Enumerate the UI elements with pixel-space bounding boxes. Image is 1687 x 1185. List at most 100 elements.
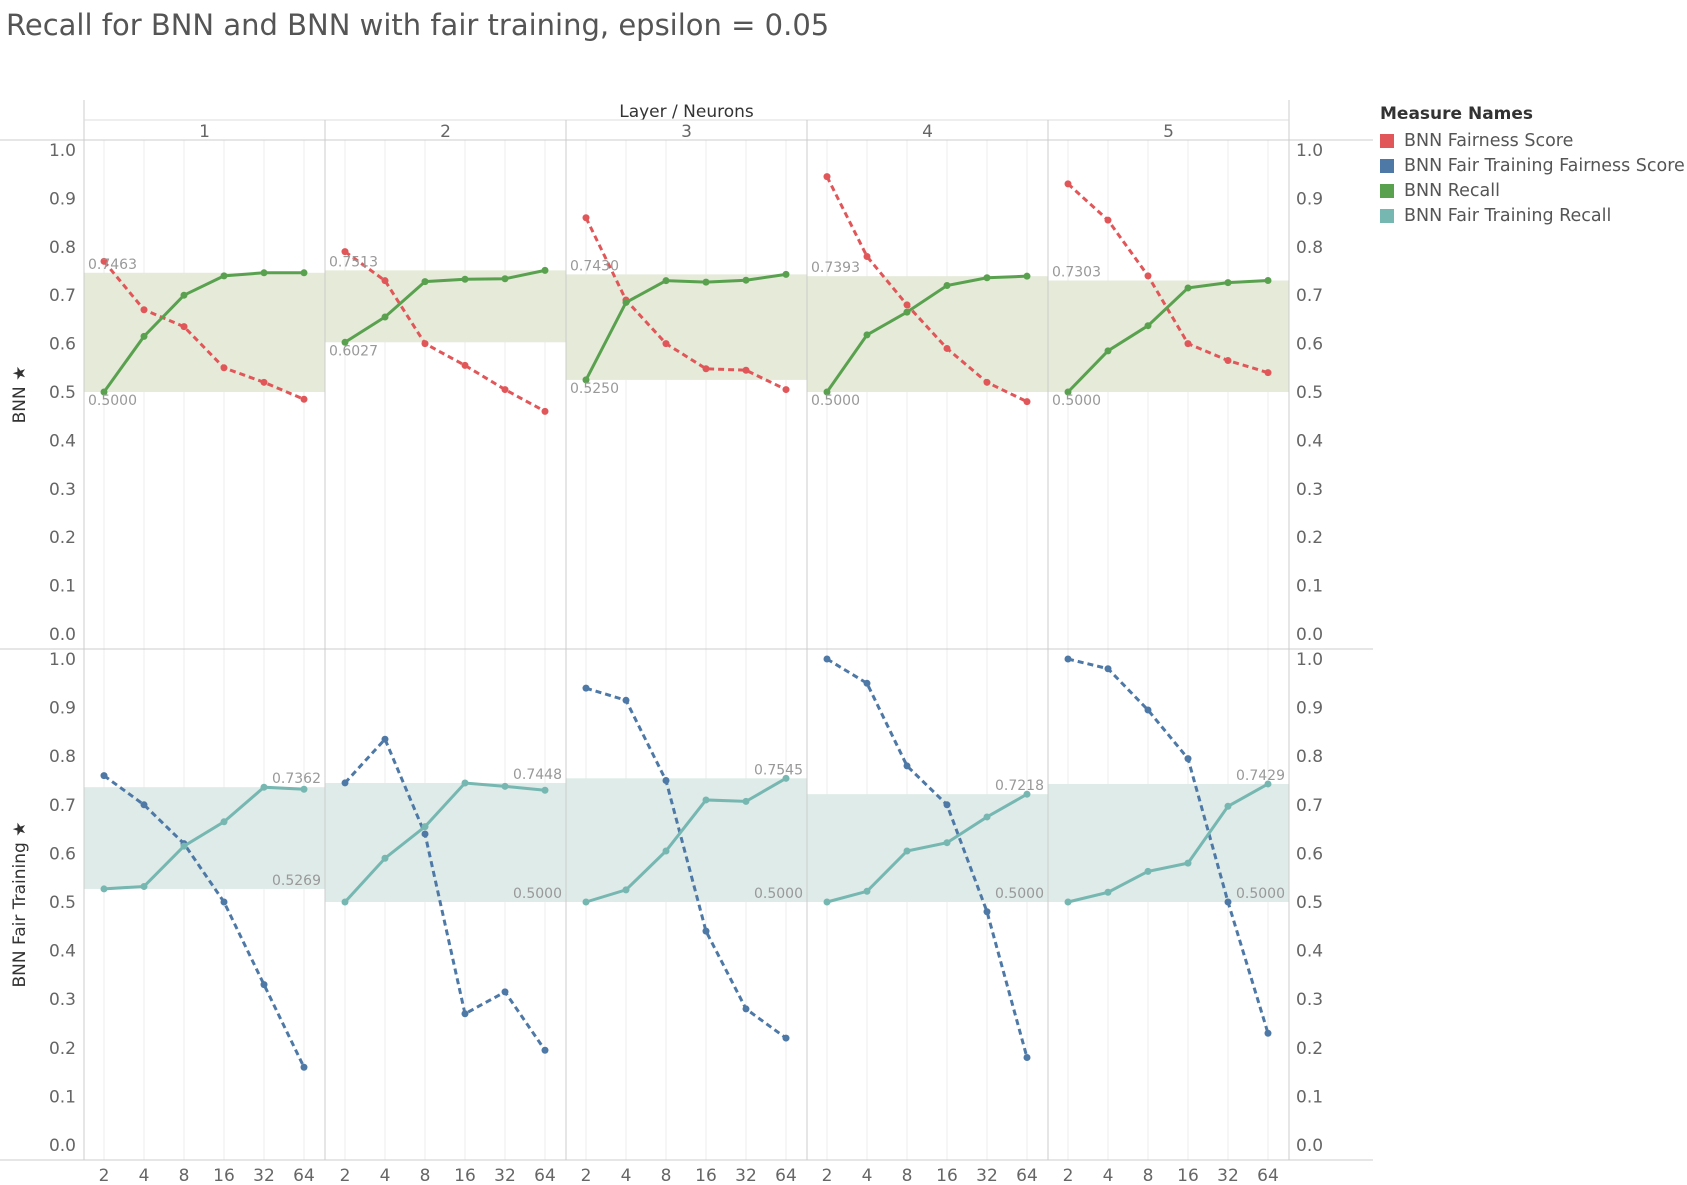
x-tick-label: 16 [936, 1166, 958, 1185]
fairness-score-line [585, 686, 787, 1040]
recall-point [662, 277, 670, 285]
y-tick-label-left: 0.0 [49, 1136, 76, 1156]
fairness-score-point [782, 386, 790, 394]
fairness-score-point [300, 1063, 308, 1071]
x-tick-label: 64 [1016, 1166, 1038, 1185]
y-tick-label-right: 0.7 [1296, 796, 1323, 816]
fairness-score-point [782, 1034, 790, 1042]
x-tick-label: 2 [1063, 1166, 1074, 1185]
x-tick-label: 4 [862, 1166, 873, 1185]
recall-point [421, 278, 429, 286]
y-tick-label-left: 0.8 [49, 747, 76, 767]
recall-point [983, 274, 991, 282]
recall-point [903, 308, 911, 316]
x-tick-label: 8 [179, 1166, 190, 1185]
y-tick-label-right: 0.8 [1296, 747, 1323, 767]
y-tick-label-right: 0.6 [1296, 844, 1323, 864]
y-tick-label-right: 0.9 [1296, 189, 1323, 209]
recall-point [341, 338, 349, 346]
y-tick-label-left: 0.7 [49, 286, 76, 306]
fairness-score-point [1064, 655, 1072, 663]
fairness-score-point [180, 323, 188, 331]
y-tick-label-left: 0.1 [49, 577, 76, 597]
fairness-score-point [662, 340, 670, 348]
band-min-label: 0.5000 [995, 886, 1044, 902]
recall-point [742, 797, 750, 805]
x-tick-label: 32 [735, 1166, 757, 1185]
fairness-score-point [863, 252, 871, 260]
legend-item-bnn-fair-training-recall[interactable]: BNN Fair Training Recall [1380, 203, 1685, 228]
fairness-score-point [983, 908, 991, 916]
fairness-score-point [742, 366, 750, 374]
row-label: BNN Fair Training ★ [10, 822, 30, 988]
band-max-label: 0.7429 [1236, 768, 1285, 784]
band-max-label: 0.7448 [513, 767, 562, 783]
fairness-score-point [140, 801, 148, 809]
reference-band [84, 272, 325, 392]
y-tick-label-left: 0.9 [49, 189, 76, 209]
band-max-label: 0.7545 [754, 762, 803, 778]
x-tick-label: 4 [139, 1166, 150, 1185]
fairness-score-point [823, 173, 831, 181]
legend-item-bnn-recall[interactable]: BNN Recall [1380, 178, 1685, 203]
y-tick-label-left: 0.5 [49, 383, 76, 403]
recall-point [983, 813, 991, 821]
legend-item-bnn-fairness-score[interactable]: BNN Fairness Score [1380, 128, 1685, 153]
fairness-score-point [381, 277, 389, 285]
legend-label: BNN Fair Training Recall [1404, 205, 1612, 226]
recall-point [1224, 802, 1232, 810]
fairness-score-point [742, 1005, 750, 1013]
y-tick-label-left: 0.2 [49, 528, 76, 548]
legend-label: BNN Recall [1404, 180, 1500, 201]
x-tick-label: 32 [253, 1166, 275, 1185]
x-tick-label: 2 [581, 1166, 592, 1185]
recall-point [1264, 780, 1272, 788]
band-min-label: 0.5000 [513, 886, 562, 902]
recall-point [702, 278, 710, 286]
recall-point [461, 275, 469, 283]
recall-line [344, 268, 546, 344]
y-tick-label-right: 0.3 [1296, 480, 1323, 500]
recall-point [782, 774, 790, 782]
fairness-score-point [903, 301, 911, 309]
legend-swatch [1380, 133, 1394, 148]
recall-point [863, 887, 871, 895]
x-tick-label: 2 [340, 1166, 351, 1185]
reference-band [1048, 280, 1289, 392]
recall-point [823, 898, 831, 906]
recall-point [140, 882, 148, 890]
legend-label: BNN Fairness Score [1404, 130, 1574, 151]
fairness-score-point [1104, 665, 1112, 673]
recall-point [582, 898, 590, 906]
fairness-score-point [260, 981, 268, 989]
y-tick-label-left: 0.4 [49, 431, 76, 451]
y-tick-label-left: 0.4 [49, 942, 76, 962]
x-tick-label: 64 [775, 1166, 797, 1185]
legend-label: BNN Fair Training Fairness Score [1404, 155, 1685, 176]
y-tick-label-left: 0.3 [49, 480, 76, 500]
recall-point [260, 783, 268, 791]
fairness-score-point [341, 248, 349, 256]
y-tick-label-left: 0.7 [49, 796, 76, 816]
recall-point [100, 388, 108, 396]
fairness-score-point [1144, 706, 1152, 714]
x-tick-label: 16 [454, 1166, 476, 1185]
fairness-score-point [421, 340, 429, 348]
fairness-score-point [541, 407, 549, 415]
y-tick-label-right: 1.0 [1296, 141, 1323, 161]
fairness-score-line [344, 250, 546, 413]
band-min-label: 0.5250 [570, 381, 619, 397]
fairness-score-line [825, 175, 1028, 404]
recall-line [585, 777, 787, 904]
fairness-score-point [300, 395, 308, 403]
recall-point [220, 272, 228, 280]
recall-point [823, 388, 831, 396]
band-min-label: 0.5000 [88, 393, 137, 409]
x-tick-label: 4 [1103, 1166, 1114, 1185]
legend-swatch [1380, 183, 1394, 198]
fairness-score-point [943, 344, 951, 352]
x-tick-label: 8 [661, 1166, 672, 1185]
legend-item-bnn-fair-training-fairness-score[interactable]: BNN Fair Training Fairness Score [1380, 153, 1685, 178]
fairness-score-point [1104, 216, 1112, 224]
